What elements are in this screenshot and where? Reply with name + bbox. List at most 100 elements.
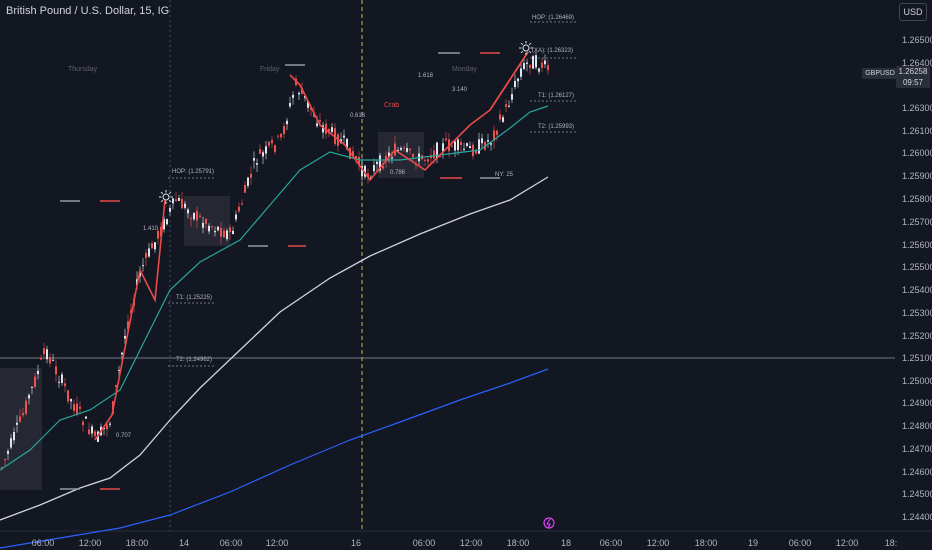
candle-body (373, 165, 375, 172)
candle-body (361, 165, 363, 177)
candle-body (247, 177, 249, 186)
time-tick: 16 (350, 538, 362, 548)
day-label-friday: Friday (260, 66, 280, 73)
sun-ray (168, 191, 172, 195)
candle-body (184, 203, 186, 208)
price-tick: 1.26100 (902, 126, 932, 136)
price-tick: 1.26500 (902, 35, 932, 45)
price-tick: 1.24600 (902, 467, 932, 477)
price-tick: 1.24500 (902, 489, 932, 499)
candle-body (406, 148, 408, 152)
candle-body (34, 376, 36, 387)
candle-body (385, 155, 387, 162)
candle-body (262, 152, 264, 157)
candle-body (205, 218, 207, 224)
day-label-thursday: Thursday (68, 66, 98, 73)
candle-body (319, 120, 321, 122)
candle-body (151, 243, 153, 249)
candle-body (397, 149, 399, 151)
candle-body (160, 226, 162, 237)
candle-body (109, 423, 111, 425)
candle-body (199, 215, 201, 217)
candle-body (283, 125, 285, 135)
candle-body (505, 104, 507, 107)
countdown-timer: 09:57 (902, 78, 924, 87)
ratio-1410: 1.410 (143, 226, 159, 232)
sun-marker-icon (162, 193, 170, 201)
sun-ray (160, 199, 164, 203)
time-tick: 06:00 (219, 538, 243, 548)
candle-body (10, 438, 12, 448)
candle-body (49, 357, 51, 364)
candle-body (250, 173, 252, 178)
candle-body (436, 142, 438, 159)
ratio-0618: 0.618 (350, 113, 366, 119)
candle-body (379, 155, 381, 171)
candle-body (409, 148, 411, 151)
candle-body (511, 94, 513, 100)
candle-body (196, 210, 198, 221)
candle-body (520, 68, 522, 77)
candle-body (208, 225, 210, 232)
candle-body (454, 141, 456, 151)
ny-label: NY: 25 (495, 172, 514, 178)
candle-body (313, 112, 315, 118)
candle-body (124, 335, 126, 339)
candle-body (82, 421, 84, 426)
candle-body (310, 108, 312, 110)
candle-body (424, 159, 426, 161)
candle-body (22, 413, 24, 416)
price-tick: 1.26300 (902, 103, 932, 113)
time-tick: 18:00 (506, 538, 530, 548)
sun-marker-icon (522, 44, 530, 52)
candle-body (364, 165, 366, 177)
currency-button[interactable]: USD (899, 3, 927, 21)
time-tick: 18: (884, 538, 898, 548)
candle-body (325, 123, 327, 134)
candle-body (346, 138, 348, 149)
time-tick: 12:00 (646, 538, 670, 548)
candle-body (478, 139, 480, 154)
sun-ray (520, 50, 524, 54)
candle-body (94, 431, 96, 437)
candle-body (55, 366, 57, 375)
price-tick: 1.26000 (902, 148, 932, 158)
candle-body (13, 432, 15, 441)
candle-body (19, 416, 21, 422)
candle-body (103, 427, 105, 429)
candle-body (241, 203, 243, 205)
candle-body (181, 198, 183, 209)
candle-body (451, 145, 453, 147)
candle-body (31, 386, 33, 388)
sun-ray (160, 191, 164, 195)
candle-body (148, 248, 150, 257)
candle-body (541, 62, 543, 69)
xa-top-label: (XA): (1.26323) (532, 48, 574, 54)
candle-body (259, 149, 261, 154)
time-tick: 19 (747, 538, 759, 548)
candle-body (4, 459, 6, 461)
candle-body (85, 416, 87, 419)
t2-top-label: T2: (1.25993) (538, 124, 575, 130)
candle-body (496, 130, 498, 135)
time-tick: 14 (178, 538, 190, 548)
candle-body (286, 120, 288, 125)
candle-body (1, 467, 3, 469)
candle-body (532, 55, 534, 69)
time-tick: 18 (560, 538, 572, 548)
candle-body (352, 151, 354, 157)
price-tick: 1.24800 (902, 421, 932, 431)
ema-slow-line (0, 176, 549, 521)
candle-body (442, 143, 444, 152)
ema-fast-line (0, 105, 549, 471)
candle-body (88, 429, 90, 435)
hop-top-label: HOP: (1.26469) (532, 15, 575, 21)
price-tick: 1.24400 (902, 512, 932, 522)
candle-body (169, 208, 171, 212)
candle-body (535, 55, 537, 68)
candle-body (292, 94, 294, 98)
candle-body (382, 166, 384, 169)
symbol-tag: GBPUSD (862, 68, 898, 79)
candle-body (139, 272, 141, 277)
